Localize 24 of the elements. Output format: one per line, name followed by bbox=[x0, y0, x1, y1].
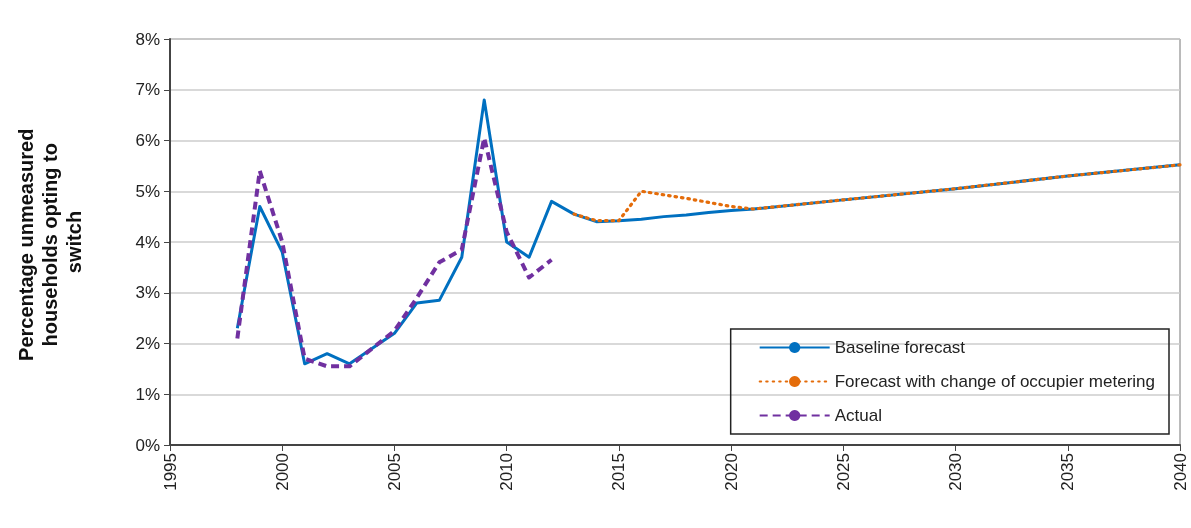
legend-label: Actual bbox=[834, 406, 882, 425]
x-tick-label: 1995 bbox=[160, 453, 180, 491]
y-tick-label: 0% bbox=[135, 435, 160, 455]
x-tick-label: 2000 bbox=[272, 453, 292, 491]
y-axis-title: Percentage unmeasured households opting to switch bbox=[15, 123, 85, 361]
y-tick-label: 1% bbox=[135, 384, 160, 404]
y-tick-label: 6% bbox=[135, 131, 160, 150]
legend-label: Forecast with change of occupier metering bbox=[834, 372, 1155, 391]
x-tick-label: 2005 bbox=[384, 453, 404, 491]
y-tick-label: 8% bbox=[135, 29, 160, 49]
x-tick-label: 2025 bbox=[833, 453, 853, 491]
y-tick-label: 2% bbox=[135, 334, 160, 353]
x-tick-label: 2035 bbox=[1058, 453, 1078, 491]
line-series bbox=[572, 163, 1182, 223]
y-tick-label: 3% bbox=[135, 283, 160, 303]
y-tick-label: 4% bbox=[135, 232, 160, 252]
x-tick-label: 2030 bbox=[946, 453, 966, 491]
y-tick-label: 7% bbox=[135, 80, 160, 100]
x-tick-label: 2015 bbox=[609, 453, 629, 491]
x-tick-label: 2040 bbox=[1170, 453, 1190, 491]
x-tick-label: 2010 bbox=[497, 453, 517, 491]
y-tick-label: 5% bbox=[135, 181, 160, 201]
legend-label: Baseline forecast bbox=[834, 338, 966, 357]
x-tick-label: 2020 bbox=[721, 453, 741, 491]
